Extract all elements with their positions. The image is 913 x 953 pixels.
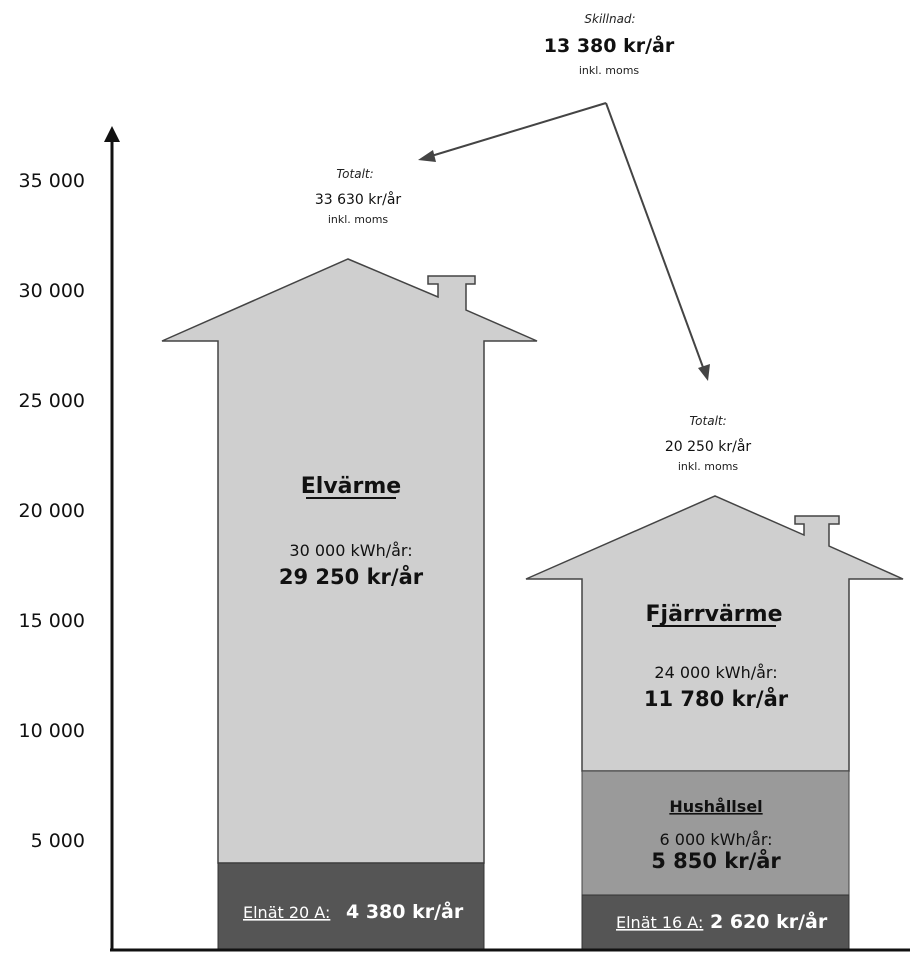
elnat-16a-value: 2 620 kr/år	[710, 909, 828, 933]
arrow-to-elvarme-head	[418, 150, 436, 162]
house-fjarrvarme: Fjärrvärme 24 000 kWh/år: 11 780 kr/år H…	[525, 495, 904, 952]
arrow-to-elvarme-line	[427, 102, 607, 158]
hushallsel-cost: 5 850 kr/år	[651, 848, 781, 873]
bar-segment-hushallsel	[581, 770, 850, 896]
difference-value: 13 380 kr/år	[544, 33, 675, 57]
house-fjarrvarme-roof-body	[525, 495, 904, 772]
bar-segment-elnat-20a	[217, 862, 485, 952]
hushallsel-title: Hushållsel	[669, 797, 762, 816]
elnat-20a-label: Elnät 20 A:	[243, 903, 330, 922]
y-tick-label: 5 000	[31, 830, 85, 852]
difference-label: Skillnad:	[584, 12, 635, 26]
total-label-elvarme: Totalt:	[336, 167, 373, 181]
y-tick-label: 10 000	[19, 720, 85, 742]
difference-arrows	[418, 102, 710, 381]
y-tick-labels: 5 000 10 000 15 000 20 000 25 000 30 000 35 00…	[19, 170, 85, 852]
house-elvarme-energy: 30 000 kWh/år:	[289, 541, 412, 560]
house-elvarme-cost: 29 250 kr/år	[279, 564, 424, 589]
y-tick-label: 20 000	[19, 500, 85, 522]
arrow-to-fjarrvarme-head	[698, 364, 710, 381]
y-tick-label: 15 000	[19, 610, 85, 632]
house-fjarrvarme-title: Fjärrvärme	[646, 602, 783, 627]
y-axis-arrow	[104, 126, 120, 142]
arrow-to-fjarrvarme-line	[605, 102, 705, 371]
y-tick-label: 35 000	[19, 170, 85, 192]
total-note-elvarme: inkl. moms	[328, 213, 389, 226]
difference-note: inkl. moms	[579, 64, 640, 77]
hushallsel-energy: 6 000 kWh/år:	[660, 830, 773, 849]
elnat-16a-label: Elnät 16 A:	[616, 913, 703, 932]
house-elvarme-title: Elvärme	[301, 474, 401, 499]
elnat-20a-value: 4 380 kr/år	[346, 899, 464, 923]
house-fjarrvarme-energy: 24 000 kWh/år:	[654, 663, 777, 682]
total-label-fjarrvarme: Totalt:	[689, 414, 726, 428]
house-elvarme: Elvärme 30 000 kWh/år: 29 250 kr/år Elnä…	[161, 258, 538, 952]
house-elvarme-roof-body	[161, 258, 538, 864]
total-value-fjarrvarme: 20 250 kr/år	[665, 438, 752, 455]
total-value-elvarme: 33 630 kr/år	[315, 191, 402, 208]
house-fjarrvarme-cost: 11 780 kr/år	[644, 686, 789, 711]
y-tick-label: 30 000	[19, 280, 85, 302]
total-note-fjarrvarme: inkl. moms	[678, 460, 739, 473]
y-tick-label: 25 000	[19, 390, 85, 412]
